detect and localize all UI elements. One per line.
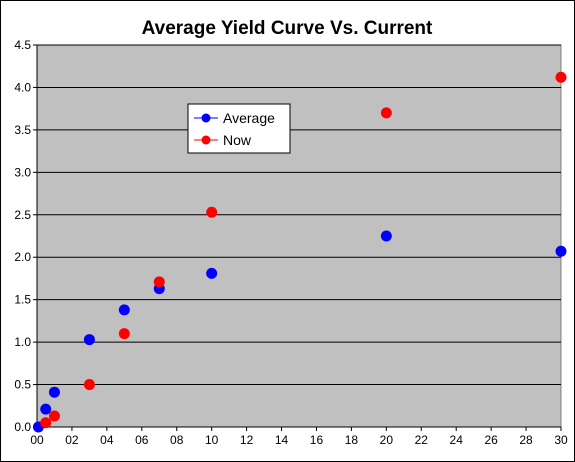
x-axis-ticks: 00 02 04 06 08 10 12 14 16 18 20 22 24 26 28 30 [30, 427, 568, 447]
y-tick-label: 3.0 [14, 165, 31, 179]
chart-title: Average Yield Curve Vs. Current [142, 18, 433, 39]
now-point [40, 417, 52, 429]
now-point [206, 206, 218, 218]
y-tick-label: 1.5 [14, 293, 31, 307]
y-tick-label: 2.0 [14, 250, 31, 264]
y-tick-label: 3.5 [14, 123, 31, 137]
y-axis-ticks: 0.0 0.5 1.0 1.5 2.0 2.5 3.0 3.5 4.0 4.5 [14, 38, 37, 434]
average-point [380, 230, 392, 242]
legend: Average Now [187, 103, 291, 154]
x-tick-label: 08 [170, 433, 184, 447]
legend-box [187, 103, 291, 154]
x-tick-label: 22 [415, 433, 429, 447]
y-tick-label: 4.0 [14, 80, 31, 94]
x-tick-label: 12 [240, 433, 254, 447]
data-points [32, 71, 567, 433]
y-tick-label: 0.5 [14, 378, 31, 392]
y-tick-label: 4.5 [14, 38, 31, 52]
legend-average-marker [201, 113, 211, 123]
plot-area [36, 44, 562, 428]
now-point [118, 328, 130, 340]
x-tick-label: 30 [554, 433, 568, 447]
legend-average-label: Average [223, 110, 275, 126]
average-point [83, 334, 95, 346]
now-point [555, 71, 567, 83]
x-tick-label: 00 [30, 433, 44, 447]
x-tick-label: 28 [519, 433, 533, 447]
x-tick-label: 24 [450, 433, 464, 447]
x-tick-label: 26 [484, 433, 498, 447]
x-tick-label: 04 [100, 433, 114, 447]
now-point [153, 276, 165, 288]
x-tick-label: 14 [275, 433, 289, 447]
x-tick-label: 02 [65, 433, 79, 447]
now-point [48, 410, 60, 422]
gridlines [37, 44, 561, 386]
x-tick-label: 20 [380, 433, 394, 447]
y-tick-label: 1.0 [14, 335, 31, 349]
legend-now-marker [201, 135, 211, 145]
x-tick-label: 16 [310, 433, 324, 447]
average-point [40, 403, 52, 415]
x-tick-label: 18 [345, 433, 359, 447]
now-point [83, 379, 95, 391]
average-point [555, 245, 567, 257]
x-tick-label: 10 [205, 433, 219, 447]
average-point [118, 304, 130, 316]
x-tick-label: 06 [135, 433, 149, 447]
y-tick-label: 2.5 [14, 208, 31, 222]
now-point [380, 107, 392, 119]
average-point [48, 386, 60, 398]
legend-now-label: Now [223, 132, 252, 148]
y-tick-label: 0.0 [14, 420, 31, 434]
average-point [206, 267, 218, 279]
axes [36, 45, 561, 428]
